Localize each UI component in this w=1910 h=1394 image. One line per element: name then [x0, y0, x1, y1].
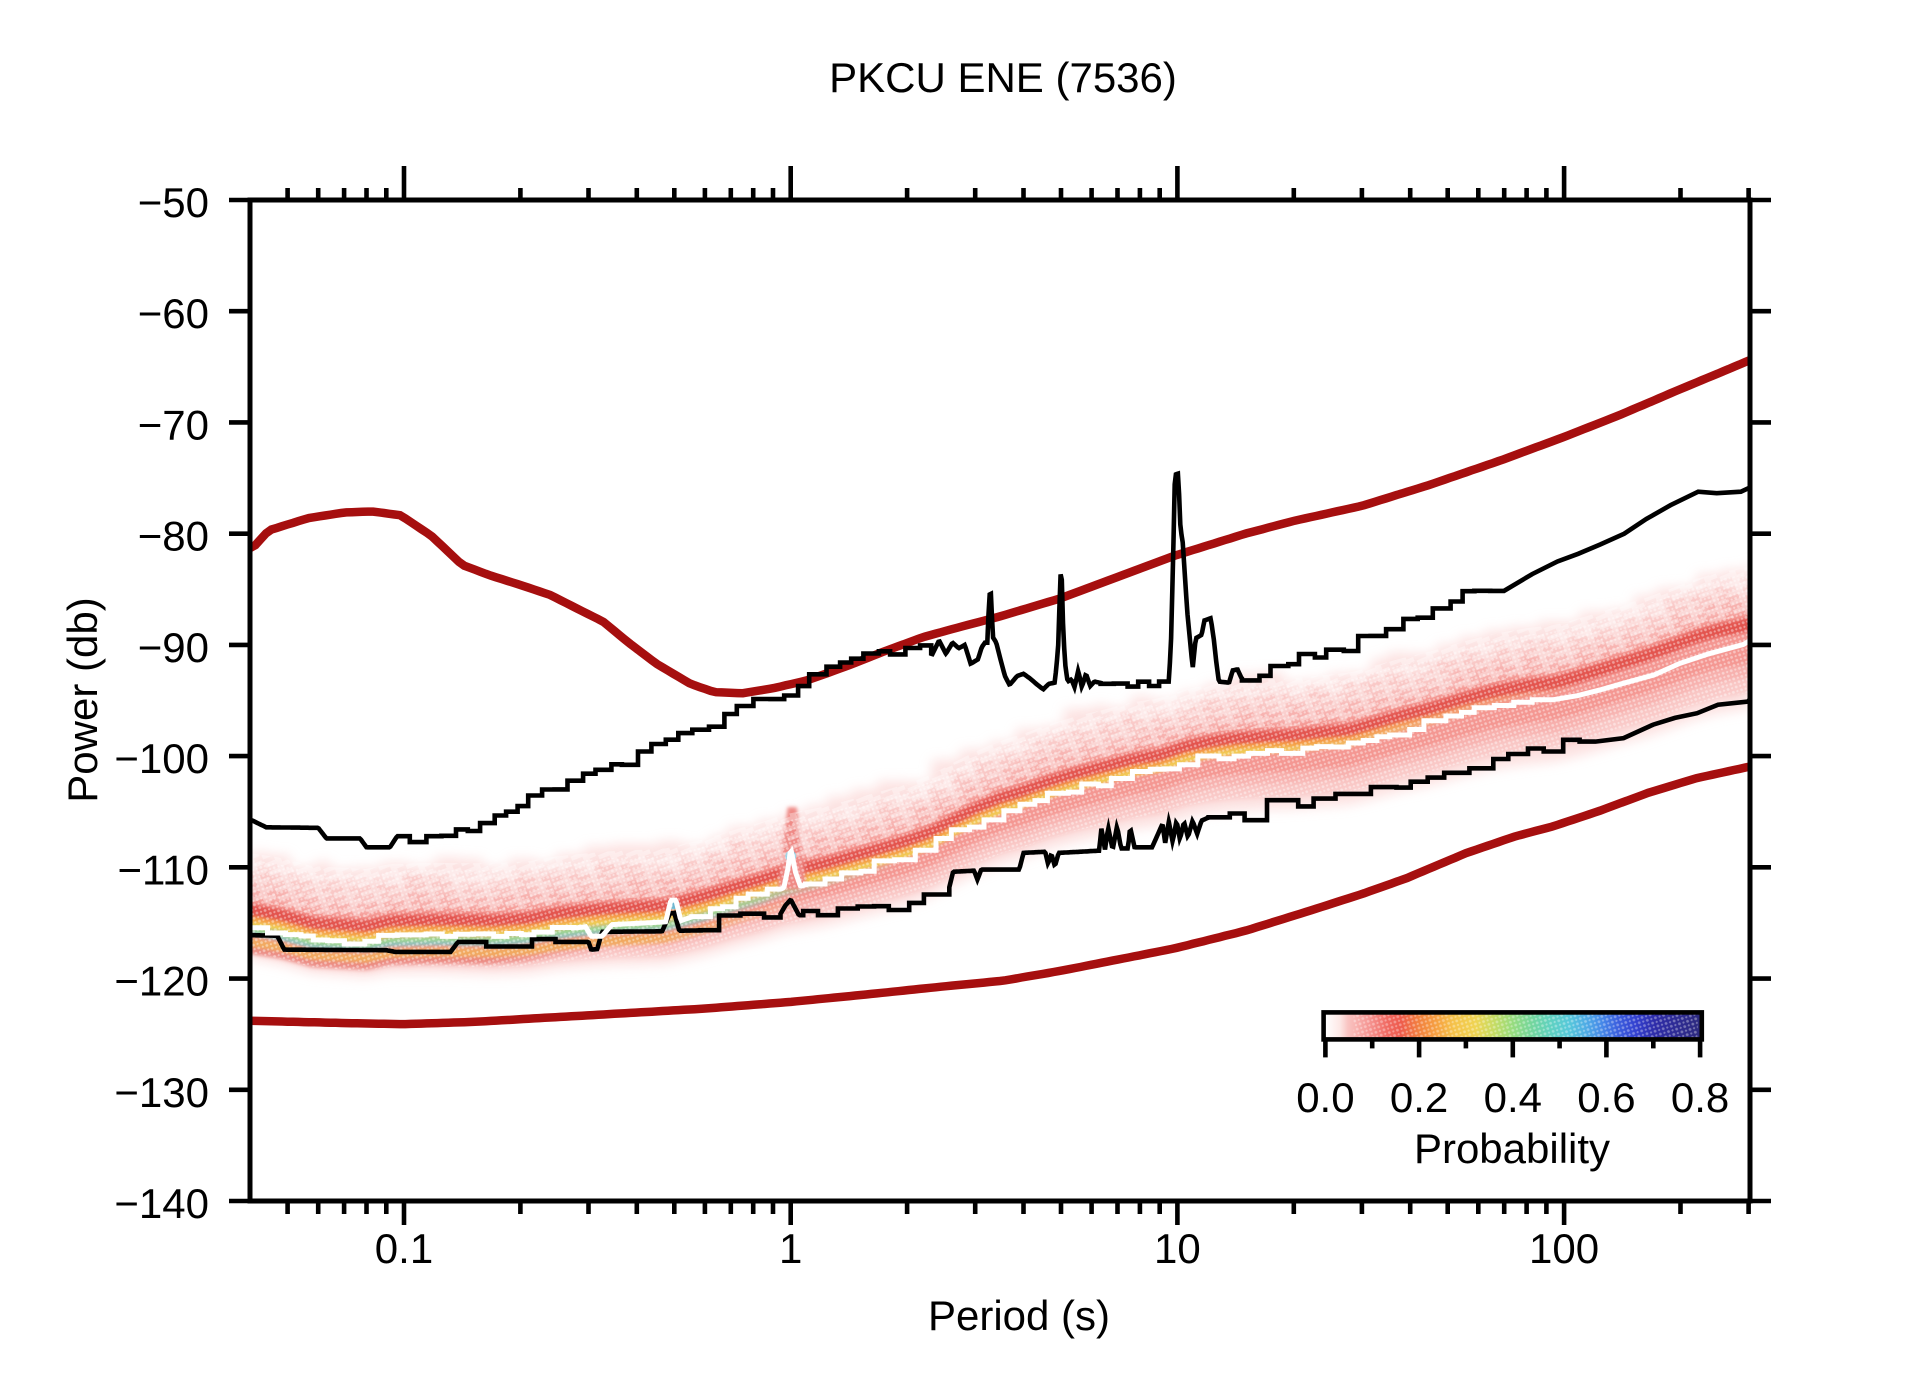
svg-text:0.1: 0.1	[375, 1225, 433, 1272]
svg-text:10: 10	[1154, 1225, 1201, 1272]
svg-text:−90: −90	[138, 624, 209, 671]
svg-text:Power (db): Power (db)	[59, 597, 106, 802]
svg-text:−70: −70	[138, 401, 209, 448]
svg-text:−50: −50	[138, 179, 209, 226]
svg-text:0.0: 0.0	[1296, 1074, 1354, 1121]
svg-text:−120: −120	[114, 958, 209, 1005]
svg-text:−140: −140	[114, 1180, 209, 1227]
svg-text:0.2: 0.2	[1390, 1074, 1448, 1121]
svg-text:−80: −80	[138, 513, 209, 560]
svg-text:Period (s): Period (s)	[928, 1292, 1110, 1339]
svg-text:1: 1	[779, 1225, 802, 1272]
svg-text:0.8: 0.8	[1671, 1074, 1729, 1121]
svg-text:−60: −60	[138, 290, 209, 337]
svg-text:100: 100	[1529, 1225, 1599, 1272]
svg-text:Probability: Probability	[1414, 1125, 1610, 1172]
svg-text:0.4: 0.4	[1484, 1074, 1542, 1121]
svg-text:0.6: 0.6	[1577, 1074, 1635, 1121]
svg-text:−110: −110	[118, 846, 210, 893]
svg-text:−130: −130	[114, 1069, 209, 1116]
svg-text:−100: −100	[114, 735, 209, 782]
svg-text:PKCU ENE (7536): PKCU ENE (7536)	[829, 54, 1177, 101]
